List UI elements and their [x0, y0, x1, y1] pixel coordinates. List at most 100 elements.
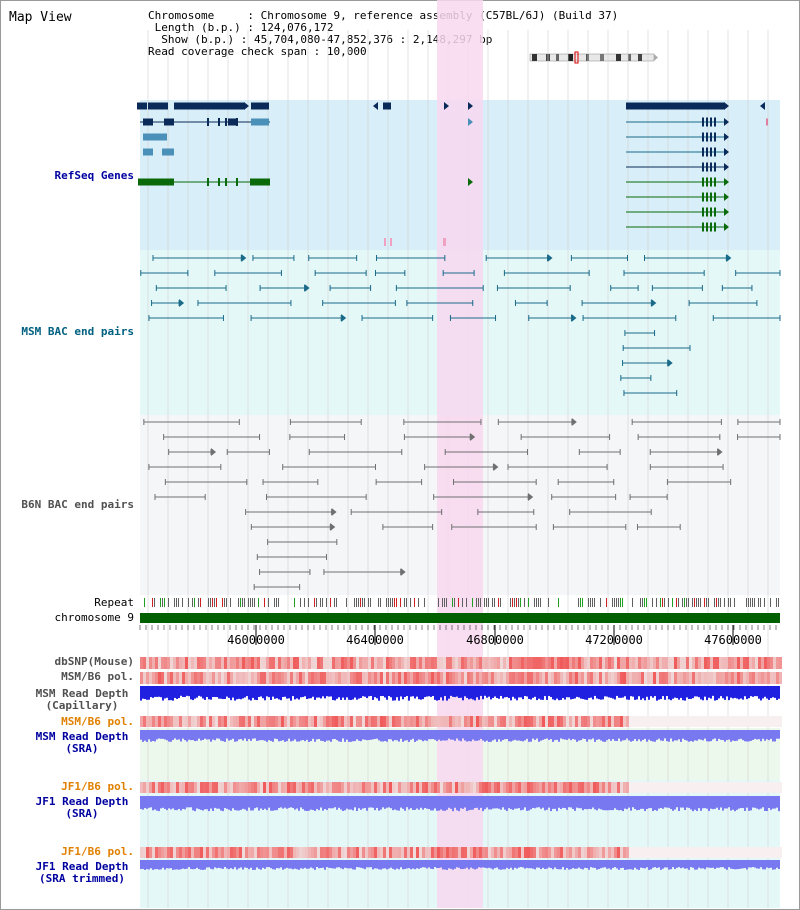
msm-depth-capillary-bar: [398, 686, 400, 701]
repeat-element: [446, 598, 447, 607]
msm-depth-sra-bar: [512, 730, 514, 741]
jf1-depth-trimmed-bar: [702, 860, 704, 869]
msm-bac-label[interactable]: MSM BAC end pairs: [21, 325, 134, 338]
jf1-pol-heat: [764, 782, 767, 793]
dbsnp-heat: [467, 657, 470, 669]
msm-depth-capillary-bar: [622, 686, 624, 698]
jf1-depth-trimmed-bar: [688, 860, 690, 870]
jf1-pol2-heat: [581, 847, 584, 858]
jf1-depth-trimmed-bar: [506, 860, 508, 868]
msm-depth-capillary-bar: [454, 686, 456, 698]
msm-depth-capillary-bar: [488, 686, 490, 697]
jf1-depth-bar: [450, 796, 452, 809]
msm-depth-sra-bar: [582, 730, 584, 739]
msm-depth-capillary-bar: [680, 686, 682, 698]
jf1-depth-trimmed-bar: [370, 860, 372, 868]
msm-depth-sra-bar: [152, 730, 154, 741]
msm-depth-capillary-bar: [170, 686, 172, 701]
dbsnp-heat: [308, 657, 311, 669]
jf1-depth-bar: [306, 796, 308, 812]
repeat-element: [162, 598, 163, 607]
dbsnp-heat: [764, 657, 767, 669]
msm-pol2-heat: [470, 716, 473, 727]
jf1-depth-bar: [402, 796, 404, 809]
msm-depth-capillary-bar: [452, 686, 454, 697]
jf1-depth-trimmed-bar: [194, 860, 196, 870]
msm-pol2-heat: [617, 716, 620, 727]
b6n-bac-label[interactable]: B6N BAC end pairs: [21, 498, 134, 511]
msm-depth-capillary-bar: [770, 686, 772, 699]
msm-depth-sra-bar: [550, 730, 552, 740]
jf1-depth-bar: [708, 796, 710, 812]
msm-depth-capillary-bar: [560, 686, 562, 700]
jf1-pol-heat: [404, 782, 407, 793]
msm-pol2-heat: [320, 716, 323, 727]
msm-pol2-heat: [293, 716, 296, 727]
msm-pol-heat: [731, 672, 734, 684]
msm-depth-sra-bar: [458, 730, 460, 741]
msm-depth-capillary-bar: [570, 686, 572, 700]
msm-pol-heat: [281, 672, 284, 684]
msm-depth-sra-bar: [526, 730, 528, 739]
jf1-depth-bar: [730, 796, 732, 811]
jf1-pol2-heat: [584, 847, 587, 858]
jf1-depth-trimmed-bar: [454, 860, 456, 869]
msm-depth-capillary-bar: [774, 686, 776, 698]
msm-depth-sra-bar: [436, 730, 438, 742]
msm-pol-heat: [317, 672, 320, 684]
msm-pol2-heat: [305, 716, 308, 727]
msm-pol-heat: [563, 672, 566, 684]
jf1-depth-trimmed-bar: [732, 860, 734, 869]
msm-depth-capillary-bar: [728, 686, 730, 701]
repeat-element: [540, 598, 541, 607]
jf1-pol-heat: [647, 782, 650, 793]
jf1-depth-trimmed-bar: [382, 860, 384, 869]
jf1-depth-bar: [384, 796, 386, 809]
jf1-depth-trimmed-bar: [160, 860, 162, 870]
msm-depth-capillary-bar: [684, 686, 686, 701]
jf1-depth-bar: [752, 796, 754, 808]
jf1-depth-trimmed-bar: [156, 860, 158, 870]
msm-depth-capillary-bar: [672, 686, 674, 699]
msm-pol-heat: [671, 672, 674, 684]
msm-depth-sra-bar: [588, 730, 590, 740]
msm-depth-sra-bar: [254, 730, 256, 739]
jf1-pol2-heat: [140, 847, 143, 858]
msm-pol2-heat: [233, 716, 236, 727]
dbsnp-heat: [620, 657, 623, 669]
dbsnp-heat: [272, 657, 275, 669]
jf1-pol-heat: [572, 782, 575, 793]
jf1-depth-bar: [146, 796, 148, 809]
dbsnp-heat: [674, 657, 677, 669]
repeat-element: [620, 598, 621, 607]
msm-pol-heat: [488, 672, 491, 684]
msm-pol2-heat: [578, 716, 581, 727]
jf1-depth-trimmed-bar: [296, 860, 298, 870]
exon: [706, 207, 708, 217]
repeat-element: [696, 598, 697, 607]
dbsnp-heat: [356, 657, 359, 669]
msm-depth-capillary-bar: [526, 686, 528, 697]
jf1-pol-heat: [734, 782, 737, 793]
msm-pol2-heat: [164, 716, 167, 727]
msm-depth-capillary-bar: [292, 686, 294, 697]
msm-pol2-heat: [392, 716, 395, 727]
msm-depth-sra-bar: [206, 730, 208, 740]
jf1-pol2-heat: [362, 847, 365, 858]
jf1-pol2-heat: [629, 847, 632, 858]
msm-depth-sra-bar: [294, 730, 296, 740]
jf1-pol-heat: [377, 782, 380, 793]
msm-pol-heat: [257, 672, 260, 684]
msm-depth-sra-bar: [482, 730, 484, 741]
jf1-pol2-heat: [776, 847, 779, 858]
jf1-pol-heat: [293, 782, 296, 793]
jf1-depth-trimmed-bar: [188, 860, 190, 868]
refseq-genes-label[interactable]: RefSeq Genes: [54, 169, 134, 182]
msm-depth-sra-bar: [486, 730, 488, 741]
msm-depth-capillary-bar: [450, 686, 452, 696]
msm-pol-heat: [683, 672, 686, 684]
jf1-pol2-heat: [167, 847, 170, 858]
jf1-depth-bar: [548, 796, 550, 808]
jf1-pol-heat: [284, 782, 287, 793]
